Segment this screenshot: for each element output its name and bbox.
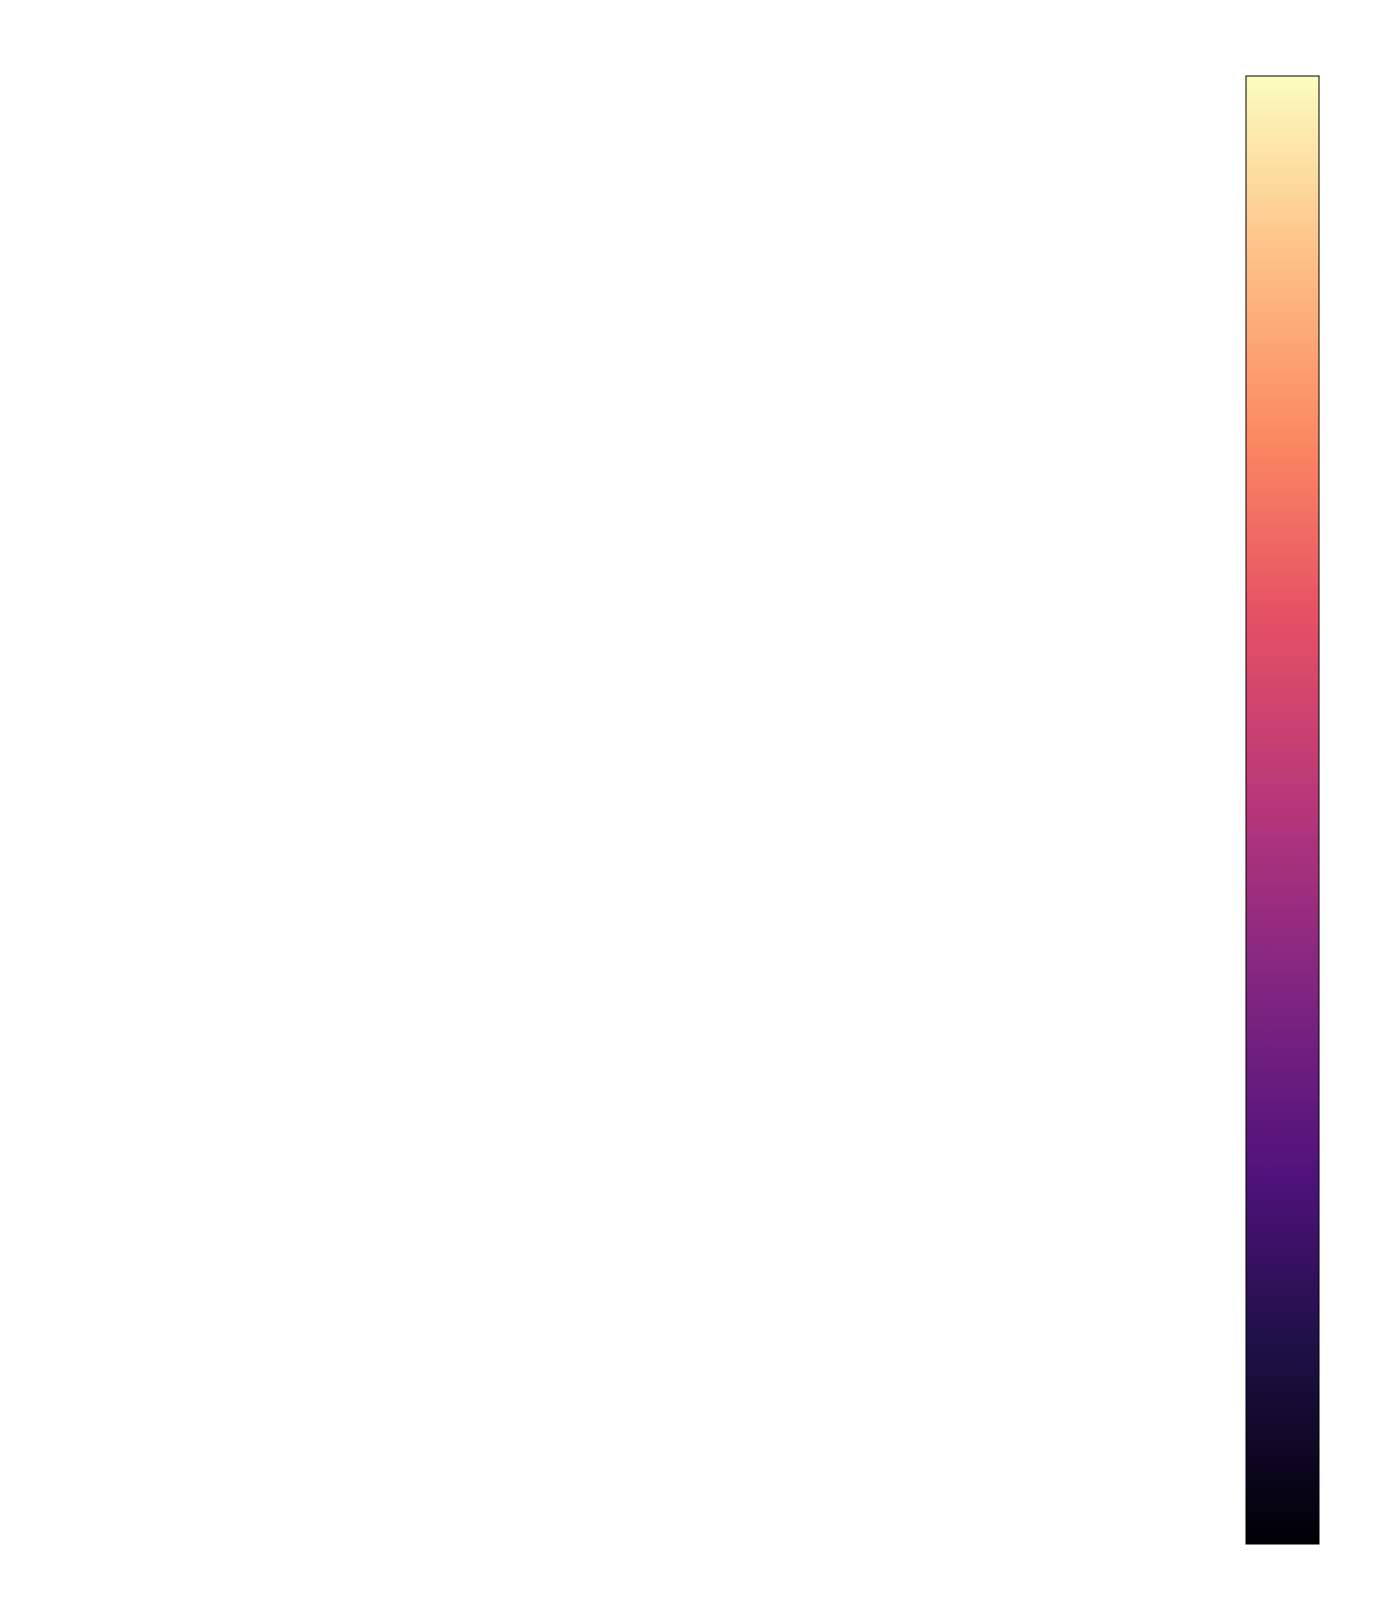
- colorbar-gradient: [1245, 75, 1320, 1545]
- colorbar: [1245, 75, 1320, 1545]
